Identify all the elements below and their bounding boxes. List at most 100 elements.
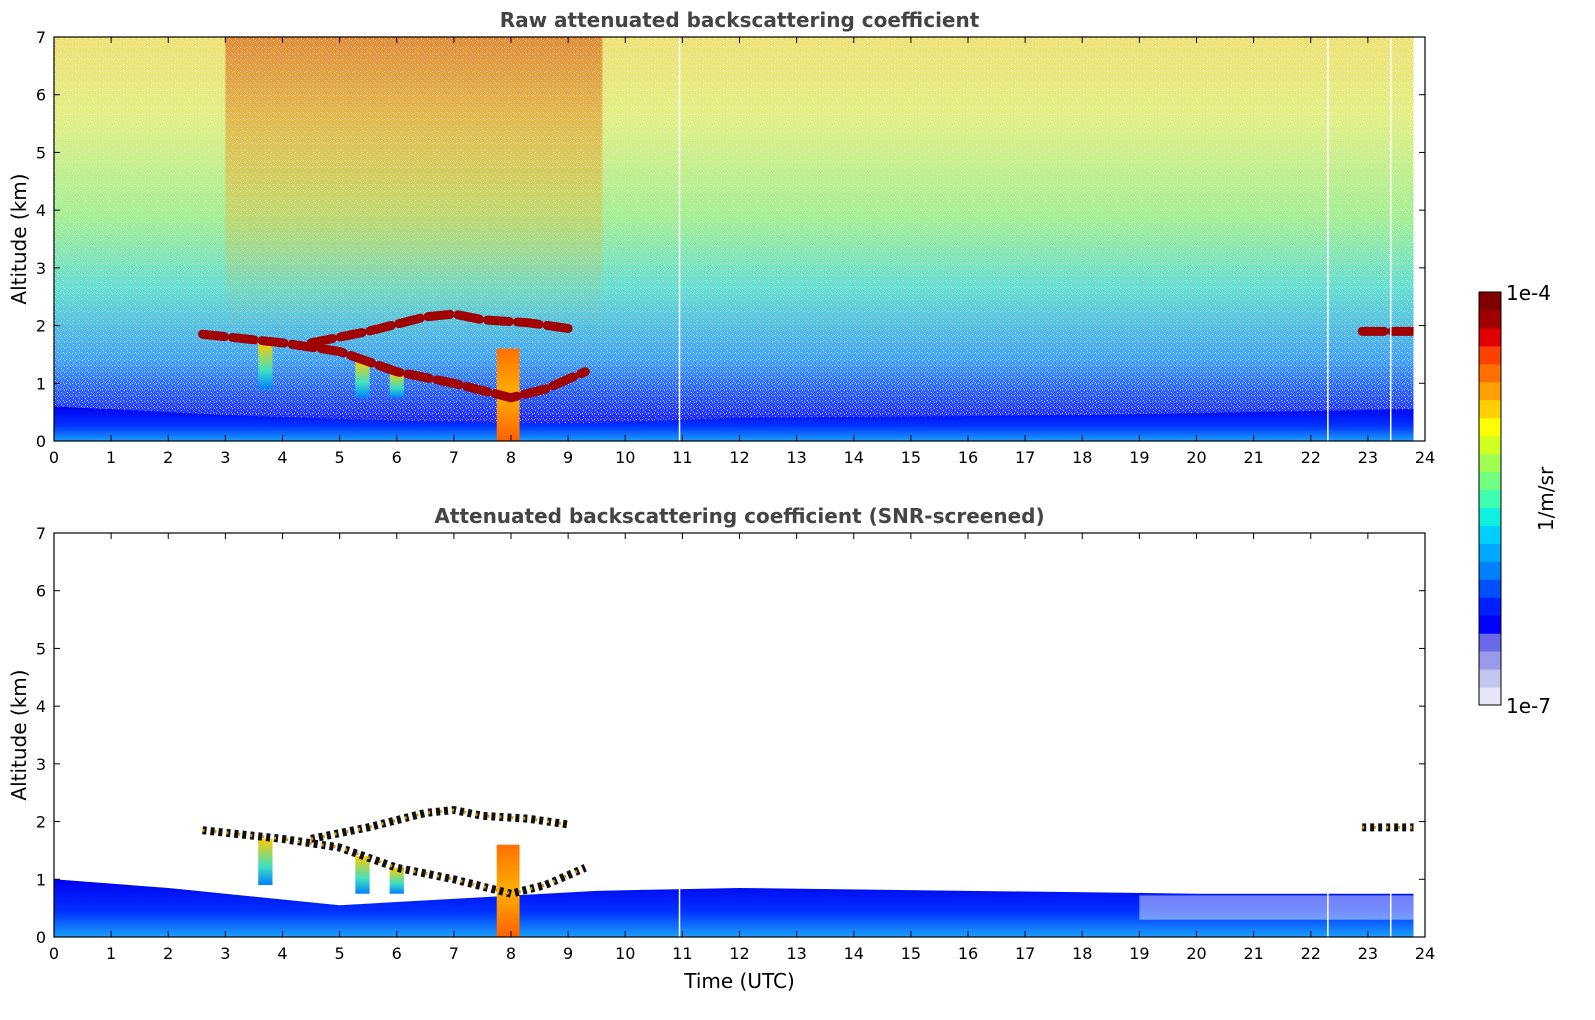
x-tick-label: 5 [335, 944, 345, 963]
y-axis-label: Altitude (km) [7, 173, 31, 304]
heatmap-area [54, 37, 1425, 441]
cloud-layer [202, 826, 587, 898]
x-tick-label: 4 [277, 944, 287, 963]
x-tick-label: 3 [220, 448, 230, 467]
y-tick-label: 7 [36, 524, 46, 543]
x-tick-label: 18 [1072, 448, 1092, 467]
no-data-region [1413, 533, 1425, 937]
colorbar-swatch [1479, 309, 1501, 329]
cloud-layer [310, 805, 569, 843]
colorbar-swatch [1479, 543, 1501, 562]
x-axis: 0 1 2 3 4 5 6 7 8 9 10 11 12 13 14 15 16 17 18 19 20 21 22 23 24 [49, 37, 1435, 467]
x-tick-label: 9 [563, 448, 573, 467]
x-tick-label: 19 [1129, 944, 1149, 963]
x-tick-label: 7 [449, 448, 459, 467]
y-tick-label: 1 [36, 870, 46, 889]
x-tick-label: 17 [1015, 944, 1035, 963]
y-axis-label: Altitude (km) [7, 669, 31, 800]
no-data-region [1413, 37, 1425, 441]
y-tick-label: 7 [36, 28, 46, 47]
y-axis: 0 1 2 3 4 5 6 7 [36, 524, 1425, 947]
x-tick-label: 11 [672, 448, 692, 467]
colorbar-swatch [1479, 561, 1501, 580]
colorbar-swatch [1479, 507, 1501, 526]
y-tick-label: 2 [36, 317, 46, 336]
aerosol-plume [355, 360, 370, 398]
y-tick-label: 2 [36, 813, 46, 832]
colorbar-swatch [1479, 292, 1501, 311]
heatmap-features [54, 533, 1425, 937]
raw-backscatter-panel: Raw attenuated backscattering coefficien… [7, 8, 1435, 467]
y-tick-label: 1 [36, 374, 46, 393]
colorbar-swatch [1479, 633, 1501, 652]
aerosol-plume [258, 838, 273, 886]
colorbar-swatches [1479, 292, 1501, 706]
x-tick-label: 20 [1186, 944, 1206, 963]
x-tick-label: 2 [163, 448, 173, 467]
y-tick-label: 3 [36, 755, 46, 774]
x-tick-label: 22 [1301, 448, 1321, 467]
colorbar-swatch [1479, 471, 1501, 491]
x-tick-label: 2 [163, 944, 173, 963]
x-tick-label: 1 [106, 944, 116, 963]
faint-layer [1139, 895, 1414, 920]
x-tick-label: 19 [1129, 448, 1149, 467]
aerosol-plume [389, 867, 404, 894]
colorbar: 1e-4 1e-7 1/m/sr [1478, 281, 1558, 718]
x-tick-label: 8 [506, 944, 516, 963]
x-tick-label: 13 [786, 944, 806, 963]
colorbar-swatch [1479, 327, 1501, 347]
x-tick-label: 6 [392, 448, 402, 467]
x-tick-label: 21 [1243, 944, 1263, 963]
y-tick-label: 4 [36, 697, 46, 716]
noise-speckle [54, 37, 1414, 441]
x-tick-label: 14 [844, 944, 864, 963]
x-tick-label: 4 [277, 448, 287, 467]
x-tick-label: 7 [449, 944, 459, 963]
x-tick-label: 8 [506, 448, 516, 467]
panel-title: Attenuated backscattering coefficient (S… [434, 504, 1044, 528]
x-axis: 0 1 2 3 4 5 6 7 8 9 10 11 12 13 14 15 16 17 18 19 20 21 22 23 24 [49, 533, 1435, 963]
x-tick-label: 15 [901, 944, 921, 963]
colorbar-swatch [1479, 453, 1501, 473]
x-tick-label: 21 [1243, 448, 1263, 467]
x-tick-label: 22 [1301, 944, 1321, 963]
colorbar-swatch [1479, 615, 1501, 634]
x-tick-label: 0 [49, 448, 59, 467]
heatmap-background [54, 37, 1414, 441]
colorbar-min-label: 1e-7 [1506, 694, 1551, 718]
x-tick-label: 17 [1015, 448, 1035, 467]
x-tick-label: 5 [335, 448, 345, 467]
cloud-layer [306, 309, 573, 348]
panel-title: Raw attenuated backscattering coefficien… [500, 8, 980, 32]
x-tick-label: 0 [49, 944, 59, 963]
x-tick-label: 11 [672, 944, 692, 963]
boundary-layer [54, 406, 1414, 441]
colorbar-swatch [1479, 345, 1501, 365]
colorbar-frame [1478, 291, 1502, 706]
colorbar-swatch [1479, 687, 1501, 706]
x-tick-label: 1 [106, 448, 116, 467]
x-tick-label: 16 [958, 448, 978, 467]
aerosol-plume [258, 342, 273, 390]
colorbar-swatch [1479, 597, 1501, 616]
snr-screened-panel: Attenuated backscattering coefficient (S… [7, 504, 1435, 993]
heatmap-features [54, 37, 1425, 441]
colorbar-max-label: 1e-4 [1506, 281, 1551, 305]
x-tick-label: 18 [1072, 944, 1092, 963]
x-tick-label: 13 [786, 448, 806, 467]
y-tick-label: 3 [36, 259, 46, 278]
colorbar-swatch [1479, 489, 1501, 508]
colorbar-swatch [1479, 579, 1501, 598]
aerosol-plume [355, 856, 370, 894]
cloud-layer-core [310, 808, 569, 841]
x-tick-label: 12 [729, 944, 749, 963]
x-tick-label: 14 [844, 448, 864, 467]
x-tick-label: 20 [1186, 448, 1206, 467]
heatmap-area [54, 533, 1425, 937]
x-tick-label: 24 [1415, 448, 1435, 467]
x-tick-label: 9 [563, 944, 573, 963]
x-axis-label: Time (UTC) [683, 969, 795, 993]
colorbar-swatch [1479, 435, 1501, 455]
colorbar-swatch [1479, 669, 1501, 688]
